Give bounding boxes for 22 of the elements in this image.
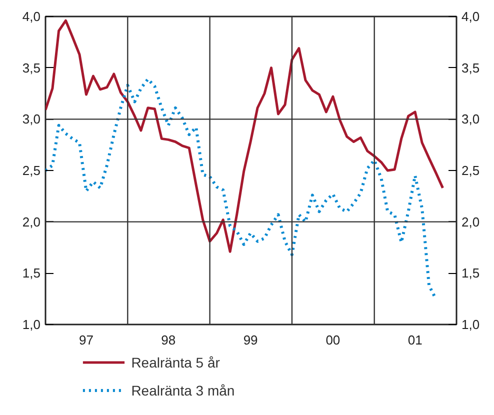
y2-tick-label: 2,5 xyxy=(462,163,480,178)
legend-label: Realränta 3 mån xyxy=(131,382,235,398)
y2-tick-label: 1,5 xyxy=(462,266,480,281)
y-tick-label: 4,0 xyxy=(22,9,41,24)
y-tick-label: 1,5 xyxy=(22,266,41,281)
y-tick-label: 2,5 xyxy=(22,163,41,178)
y2-tick-label: 1,0 xyxy=(462,317,480,332)
y-tick-label: 2,0 xyxy=(22,214,41,230)
x-tick-label: 01 xyxy=(408,332,422,348)
x-tick-label: 98 xyxy=(161,332,176,348)
x-tick-label: 97 xyxy=(79,332,94,348)
y-tick-label: 3,5 xyxy=(22,60,41,76)
y-tick-label: 1,0 xyxy=(22,317,41,332)
y2-tick-label: 4,0 xyxy=(462,9,480,24)
x-tick-label: 00 xyxy=(326,332,340,348)
legend-label: Realränta 5 år xyxy=(131,354,220,370)
line-series xyxy=(46,19,444,253)
y2-tick-label: 2,0 xyxy=(462,214,480,230)
y2-tick-label: 3,0 xyxy=(462,112,480,127)
y2-tick-label: 3,5 xyxy=(462,60,480,76)
y-tick-label: 3,0 xyxy=(22,112,41,127)
x-tick-label: 99 xyxy=(243,332,258,348)
